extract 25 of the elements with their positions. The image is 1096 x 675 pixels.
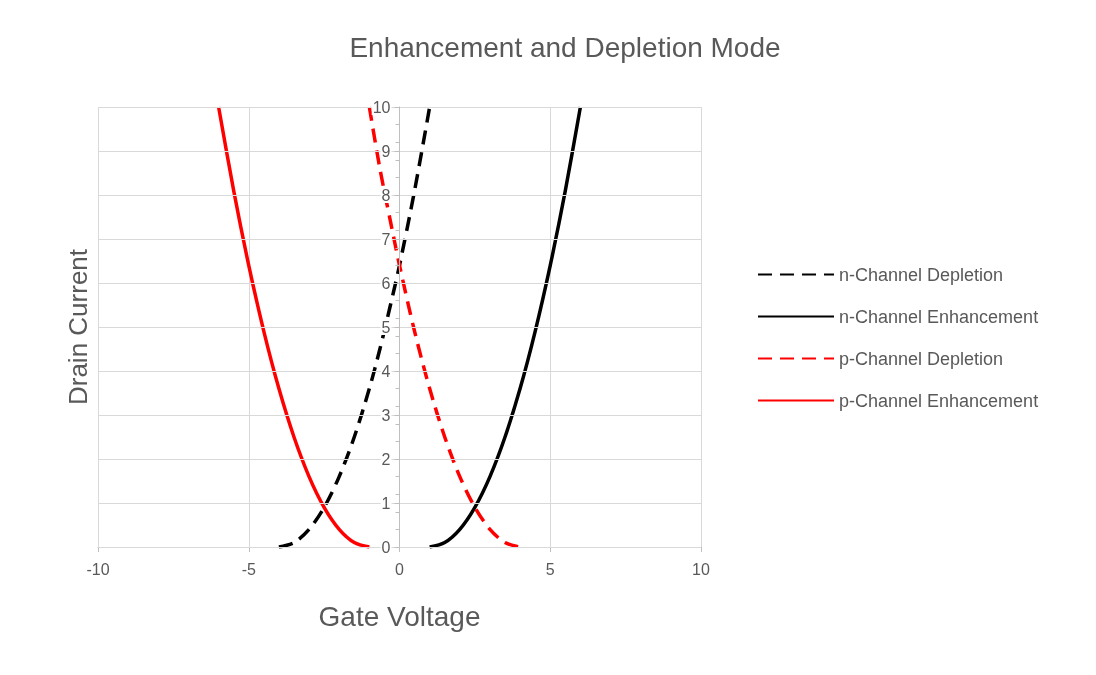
y-tick-label: 9 bbox=[381, 142, 391, 160]
y-tick-label: 7 bbox=[381, 230, 391, 248]
x-tick-label: -5 bbox=[241, 560, 256, 578]
x-tick-label: 5 bbox=[545, 560, 555, 578]
line-series bbox=[427, 105, 583, 549]
x-tick-label: 0 bbox=[395, 560, 405, 578]
y-tick-label: 3 bbox=[381, 406, 391, 424]
y-tick-label: 8 bbox=[381, 186, 391, 204]
y-tick-label: 4 bbox=[381, 362, 391, 380]
y-tick-label: 2 bbox=[381, 450, 391, 468]
y-tick-label: 1 bbox=[381, 494, 391, 512]
legend-label: n-Channel Enhancement bbox=[839, 306, 1039, 327]
y-axis-title: Drain Current bbox=[63, 248, 93, 406]
line-series bbox=[216, 105, 372, 549]
y-tick-label: 6 bbox=[381, 274, 391, 292]
x-tick-label: -10 bbox=[86, 560, 110, 578]
x-axis-title: Gate Voltage bbox=[318, 600, 481, 632]
y-tick-label: 5 bbox=[381, 318, 391, 336]
x-tick-label: 10 bbox=[692, 560, 710, 578]
legend-label: n-Channel Depletion bbox=[839, 264, 1004, 285]
legend-label: p-Channel Enhancement bbox=[839, 390, 1039, 411]
y-tick-label: 10 bbox=[372, 98, 391, 116]
legend-label: p-Channel Depletion bbox=[839, 348, 1004, 369]
y-tick-label: 0 bbox=[381, 538, 391, 556]
chart-title: Enhancement and Depletion Mode bbox=[349, 31, 781, 63]
